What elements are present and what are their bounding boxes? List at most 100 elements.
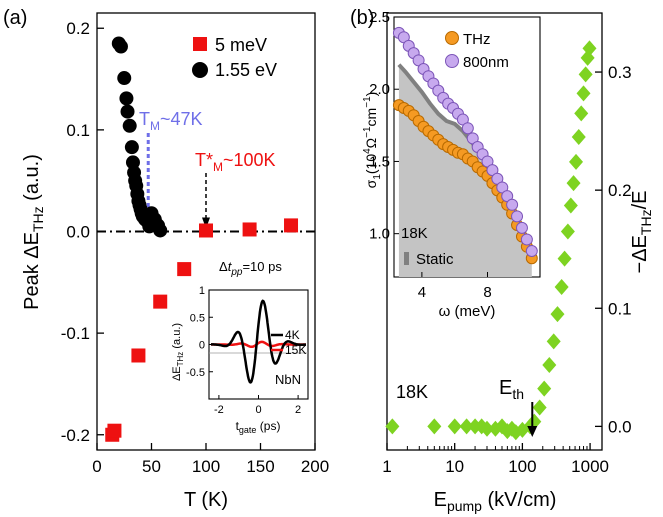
- data-point: [560, 223, 575, 240]
- y-tick-label: -0.2: [61, 426, 90, 445]
- panel-a: (a) 0 50 100 150 200-0.2-0.10.00.10.2 Peak Δ…: [3, 7, 329, 511]
- panel-a-ylabel: Peak ΔETHz (a.u.): [21, 154, 46, 310]
- x-tick-label: 200: [301, 457, 329, 476]
- eth-arrow-head: [527, 426, 538, 437]
- dt-annotation: Δtpp=10 ps: [219, 259, 282, 278]
- inset-y-tick-label: 2.5: [369, 9, 390, 26]
- data-point: [532, 399, 547, 416]
- data-point: [566, 175, 581, 192]
- inset-a-line-4k: [211, 299, 306, 384]
- y-tick-label: 0.1: [608, 299, 632, 318]
- data-point: [582, 40, 597, 57]
- panel-a-axis-ticks: 0 50 100 150 200-0.2-0.10.00.10.2: [61, 19, 329, 476]
- inset-b-ticks: 4 8 1.0 1.5 2.0 2.5: [369, 9, 492, 301]
- data-point: [153, 294, 168, 309]
- data-point: [527, 413, 542, 430]
- y-tick-label: 0.1: [66, 121, 90, 140]
- series-pump: [385, 40, 597, 441]
- data-point: [117, 71, 132, 86]
- legend-label-1p55ev: 1.55 eV: [215, 60, 277, 80]
- inset-x-tick-label: 2: [295, 404, 301, 416]
- data-point: [124, 140, 139, 155]
- inset-b-static-area: [398, 64, 532, 277]
- x-tick-label: 50: [142, 457, 161, 476]
- panel-b-axis-ticks: 1 10 100 1000 0.0 0.1 0.2 0.3: [382, 63, 631, 476]
- data-point: [120, 104, 135, 119]
- data-point: [571, 129, 586, 146]
- data-point: [447, 418, 462, 435]
- y-tick-label: 0.3: [608, 63, 632, 82]
- data-point: [153, 223, 168, 238]
- data-point: [557, 250, 572, 267]
- inset-b-legend-thz: THz: [463, 31, 491, 48]
- data-point: [242, 222, 257, 237]
- inset-y-tick-label: -0.5: [186, 367, 205, 379]
- legend-label-5mev: 5 meV: [215, 35, 267, 55]
- data-point: [574, 105, 589, 122]
- x-tick-label: 1: [382, 457, 391, 476]
- inset-b-legend-marker-800nm: [445, 54, 459, 68]
- inset-y-tick-label: 1: [199, 285, 205, 297]
- data-point: [537, 380, 552, 397]
- data-point: [119, 91, 134, 106]
- panel-a-xlabel: T (K): [184, 489, 228, 511]
- data-point: [461, 122, 474, 135]
- tm-annotation: TM~47K: [139, 109, 203, 133]
- x-tick-label: 0: [92, 457, 101, 476]
- y-tick-label: -0.1: [61, 324, 90, 343]
- tm-star-arrow-head: [202, 217, 210, 229]
- data-point: [554, 279, 569, 296]
- data-point: [511, 210, 524, 223]
- series-5mev: [105, 218, 299, 442]
- data-point: [122, 118, 137, 133]
- tm-star-annotation: T*M~100K: [195, 150, 276, 174]
- data-point: [427, 418, 442, 435]
- inset-x-tick-label: 4: [418, 284, 426, 301]
- data-point: [520, 233, 533, 246]
- inset-b-legend-marker-static: [404, 252, 409, 265]
- y-tick-label: 0.0: [608, 417, 632, 436]
- inset-b-legend-marker-thz: [445, 31, 459, 45]
- inset-y-tick-label: 0: [199, 340, 205, 352]
- data-point: [506, 198, 519, 211]
- data-point: [107, 423, 122, 438]
- panel-b-frame: [386, 12, 603, 451]
- data-point: [546, 333, 561, 350]
- x-tick-label: 1000: [571, 457, 609, 476]
- panel-a-label: (a): [3, 7, 27, 29]
- inset-b-xlabel: ω (meV): [439, 303, 496, 320]
- data-point: [131, 348, 146, 363]
- data-point: [284, 218, 299, 233]
- data-point: [569, 153, 584, 170]
- x-tick-label: 10: [445, 457, 464, 476]
- inset-a-xlabel: tgate (ps): [236, 419, 281, 435]
- panel-a-inset: -2 0 2 -0.5 0 0.5 1 4K 15K NbN ΔETHz (a.u.) tg…: [171, 285, 309, 435]
- inset-a-legend-4k: 4K: [285, 328, 300, 342]
- inset-y-tick-label: 1.5: [369, 153, 390, 170]
- inset-b-legend-800nm: 800nm: [463, 54, 509, 71]
- data-point: [177, 262, 192, 277]
- x-tick-label: 100: [508, 457, 536, 476]
- inset-x-tick-label: 0: [255, 404, 261, 416]
- series-1p55ev: [111, 36, 168, 238]
- panel-b: (b) 1 10 100 1000 0.0 0.1 0.2 0.3 −ΔETHz/E Epum…: [350, 7, 654, 514]
- eth-arrow: [527, 402, 538, 437]
- inset-a-ticks: -2 0 2 -0.5 0 0.5 1: [186, 285, 301, 416]
- data-point: [385, 418, 400, 435]
- data-point: [113, 39, 128, 54]
- data-point: [125, 155, 140, 170]
- x-tick-label: 100: [192, 457, 220, 476]
- inset-y-tick-label: 0.5: [190, 312, 205, 324]
- inset-a-annotation: NbN: [275, 372, 301, 387]
- legend-marker-5mev: [193, 37, 207, 51]
- data-point: [479, 420, 494, 437]
- eth-annotation: Eth: [499, 377, 524, 402]
- inset-b-legend-static: Static: [416, 251, 454, 268]
- data-point: [515, 221, 528, 234]
- inset-x-tick-label: -2: [214, 404, 224, 416]
- inset-y-tick-label: 1.0: [369, 226, 390, 243]
- panel-b-temp: 18K: [396, 382, 428, 402]
- inset-a-legend-15k: 15K: [285, 343, 306, 357]
- data-point: [542, 356, 557, 373]
